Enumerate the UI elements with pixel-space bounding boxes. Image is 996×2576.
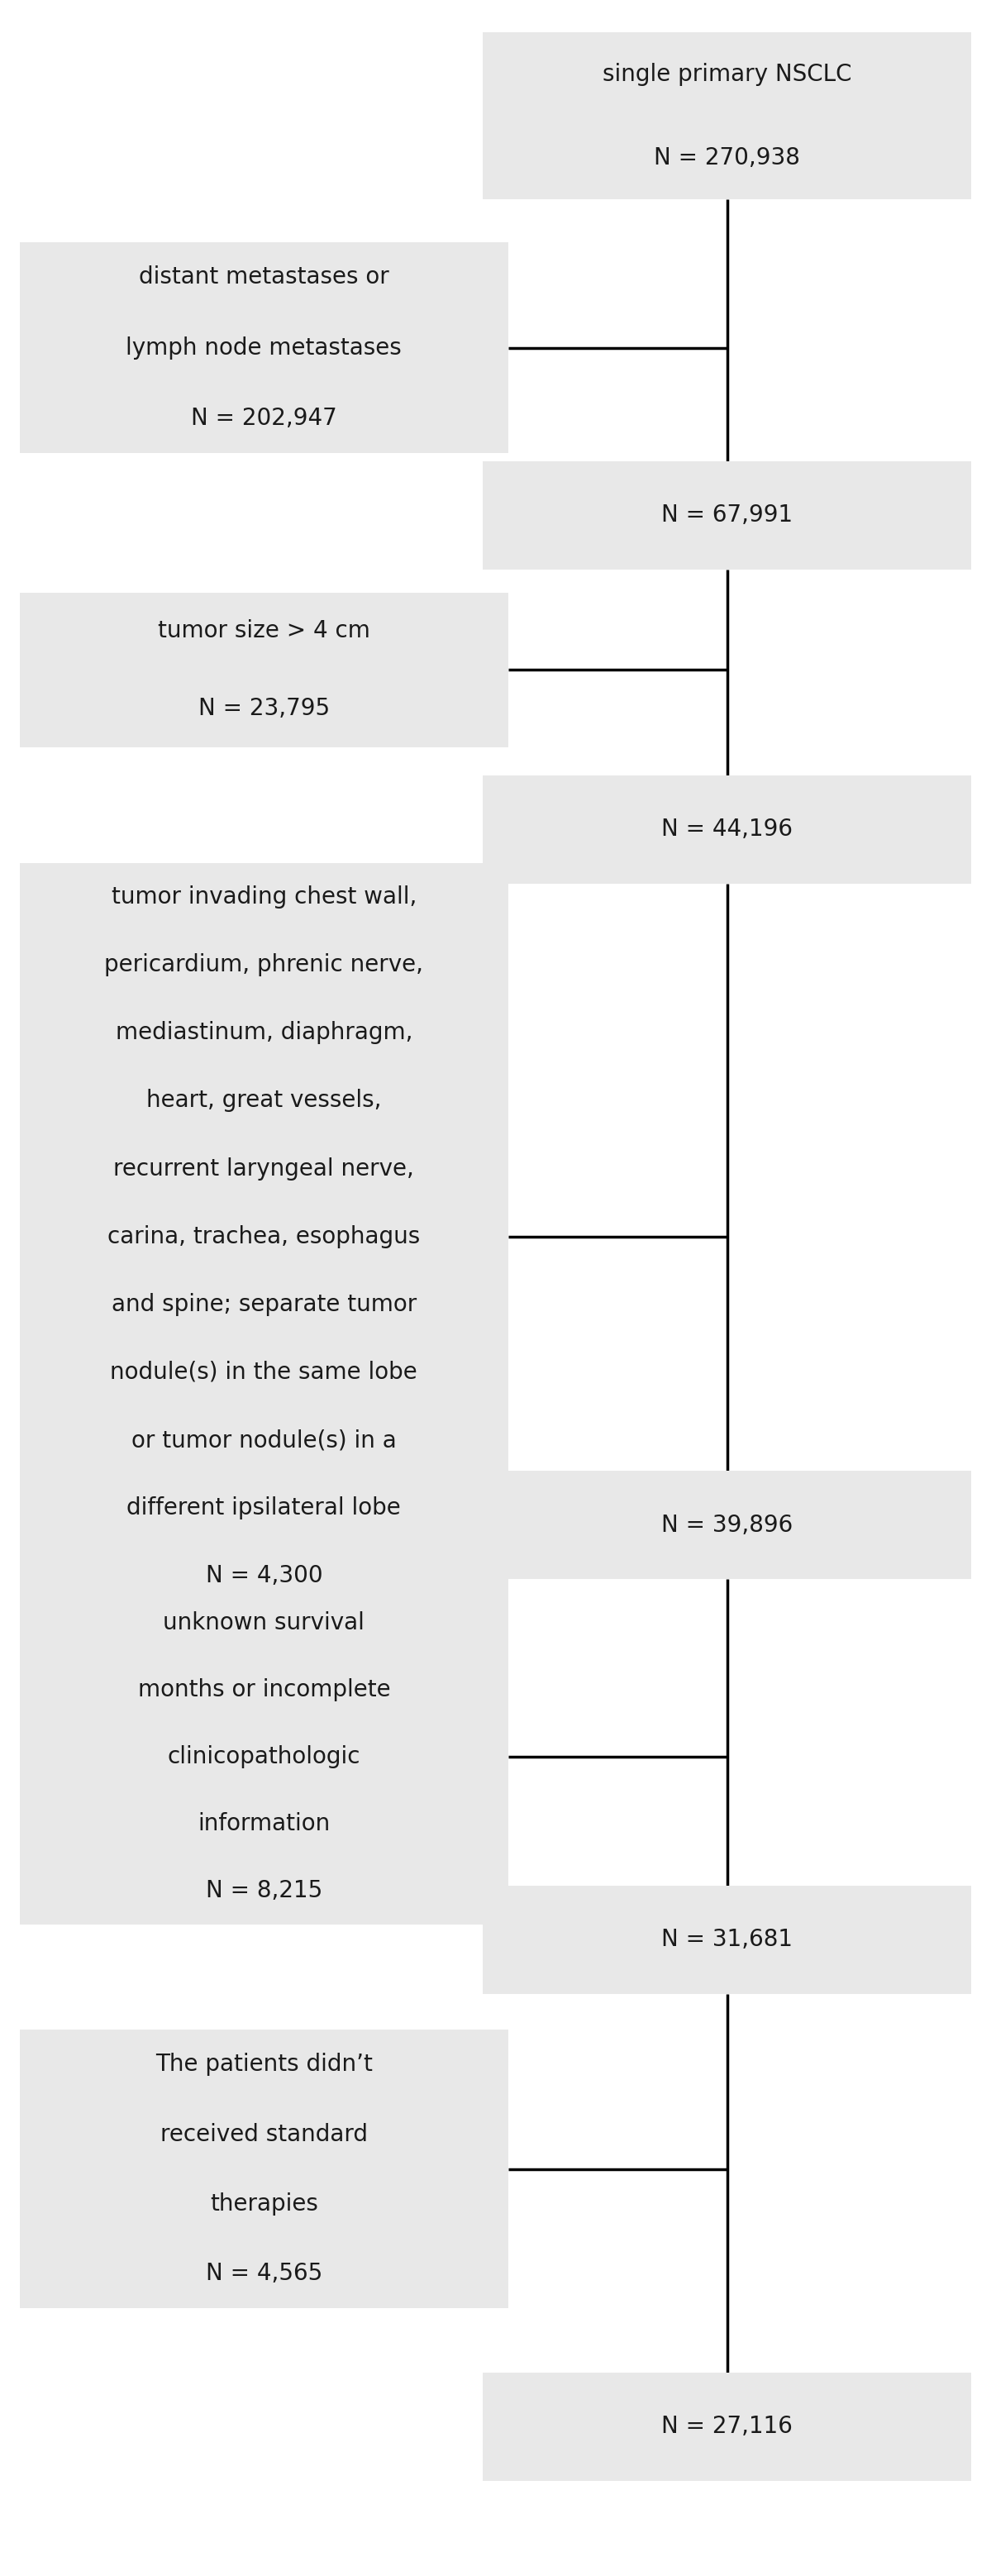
FancyBboxPatch shape — [20, 863, 508, 1610]
Text: nodule(s) in the same lobe: nodule(s) in the same lobe — [111, 1360, 417, 1383]
FancyBboxPatch shape — [483, 1886, 971, 1994]
Text: N = 270,938: N = 270,938 — [654, 147, 800, 170]
Text: or tumor nodule(s) in a: or tumor nodule(s) in a — [131, 1430, 396, 1453]
Text: therapies: therapies — [210, 2192, 318, 2215]
FancyBboxPatch shape — [483, 775, 971, 884]
Text: The patients didn’t: The patients didn’t — [155, 2053, 373, 2076]
Text: received standard: received standard — [160, 2123, 368, 2146]
Text: N = 8,215: N = 8,215 — [205, 1880, 323, 1901]
Text: N = 27,116: N = 27,116 — [661, 2416, 793, 2437]
Text: N = 39,896: N = 39,896 — [661, 1515, 793, 1535]
FancyBboxPatch shape — [20, 1589, 508, 1924]
FancyBboxPatch shape — [20, 242, 508, 453]
FancyBboxPatch shape — [483, 461, 971, 569]
Text: distant metastases or: distant metastases or — [138, 265, 389, 289]
Text: tumor size > 4 cm: tumor size > 4 cm — [157, 621, 371, 641]
Text: N = 4,300: N = 4,300 — [205, 1564, 323, 1587]
Text: carina, trachea, esophagus: carina, trachea, esophagus — [108, 1226, 420, 1247]
Text: different ipsilateral lobe: different ipsilateral lobe — [126, 1497, 401, 1520]
Text: N = 202,947: N = 202,947 — [191, 407, 337, 430]
Text: mediastinum, diaphragm,: mediastinum, diaphragm, — [116, 1020, 412, 1043]
Text: N = 23,795: N = 23,795 — [198, 698, 330, 719]
FancyBboxPatch shape — [483, 33, 971, 201]
Text: clinicopathologic: clinicopathologic — [167, 1747, 361, 1767]
Text: single primary NSCLC: single primary NSCLC — [603, 62, 852, 85]
Text: N = 31,681: N = 31,681 — [661, 1929, 793, 1950]
FancyBboxPatch shape — [483, 2372, 971, 2481]
Text: recurrent laryngeal nerve,: recurrent laryngeal nerve, — [114, 1157, 414, 1180]
Text: and spine; separate tumor: and spine; separate tumor — [112, 1293, 416, 1316]
Text: information: information — [198, 1814, 330, 1834]
Text: heart, great vessels,: heart, great vessels, — [146, 1090, 381, 1113]
Text: pericardium, phrenic nerve,: pericardium, phrenic nerve, — [105, 953, 423, 976]
Text: N = 4,565: N = 4,565 — [205, 2262, 323, 2285]
Text: tumor invading chest wall,: tumor invading chest wall, — [112, 886, 416, 909]
Text: months or incomplete: months or incomplete — [137, 1680, 390, 1700]
FancyBboxPatch shape — [20, 2030, 508, 2308]
FancyBboxPatch shape — [20, 592, 508, 747]
Text: N = 67,991: N = 67,991 — [661, 505, 793, 526]
FancyBboxPatch shape — [483, 1471, 971, 1579]
Text: unknown survival: unknown survival — [163, 1613, 365, 1633]
Text: N = 44,196: N = 44,196 — [661, 819, 793, 840]
Text: lymph node metastases: lymph node metastases — [126, 337, 401, 358]
